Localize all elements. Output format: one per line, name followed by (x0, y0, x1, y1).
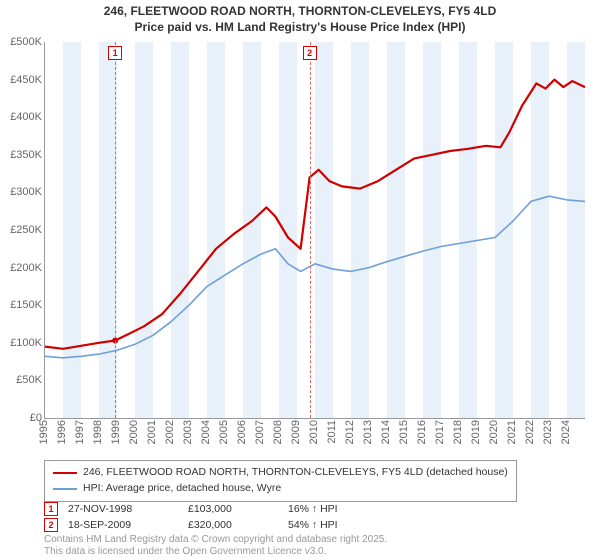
x-tick-label: 2005 (218, 420, 230, 444)
chart-plot-area (44, 42, 585, 419)
x-tick-label: 2014 (380, 420, 392, 444)
x-tick-label: 2011 (326, 420, 338, 444)
x-tick-label: 2002 (164, 420, 176, 444)
x-tick-label: 1995 (38, 420, 50, 444)
event-date: 18-SEP-2009 (68, 519, 188, 531)
legend-row-2: HPI: Average price, detached house, Wyre (53, 481, 508, 497)
footer-attribution: Contains HM Land Registry data © Crown c… (44, 534, 387, 558)
y-tick-label: £300K (0, 186, 42, 198)
event-marker: 1 (44, 502, 58, 516)
y-tick-label: £350K (0, 149, 42, 161)
event-pct: 16% ↑ HPI (288, 503, 388, 515)
x-tick-label: 2008 (272, 420, 284, 444)
x-tick-label: 1996 (56, 420, 68, 444)
x-tick-label: 2000 (128, 420, 140, 444)
event-row: 2 18-SEP-2009£320,00054% ↑ HPI (44, 518, 388, 532)
x-tick-label: 1997 (74, 420, 86, 444)
x-tick-label: 2018 (452, 420, 464, 444)
event-price: £320,000 (188, 519, 288, 531)
x-tick-label: 2012 (344, 420, 356, 444)
x-tick-label: 2001 (146, 420, 158, 444)
legend-row-1: 246, FLEETWOOD ROAD NORTH, THORNTON-CLEV… (53, 465, 508, 481)
x-tick-label: 2021 (506, 420, 518, 444)
series-line (45, 196, 585, 358)
legend-swatch-1 (53, 472, 77, 474)
x-tick-label: 2020 (488, 420, 500, 444)
series-line (45, 80, 585, 349)
chart-svg (45, 42, 585, 418)
event-vline (115, 42, 116, 418)
title-line-2: Price paid vs. HM Land Registry's House … (0, 20, 600, 36)
x-tick-label: 2017 (434, 420, 446, 444)
y-tick-label: £100K (0, 337, 42, 349)
event-marker: 1 (108, 46, 122, 60)
x-tick-label: 2024 (560, 420, 572, 444)
x-tick-label: 2003 (182, 420, 194, 444)
footer-line-2: This data is licensed under the Open Gov… (44, 546, 387, 558)
y-tick-label: £0 (0, 412, 42, 424)
x-tick-label: 2006 (236, 420, 248, 444)
y-tick-label: £150K (0, 299, 42, 311)
x-tick-label: 2015 (398, 420, 410, 444)
x-tick-label: 2023 (542, 420, 554, 444)
event-marker: 2 (44, 518, 58, 532)
event-pct: 54% ↑ HPI (288, 519, 388, 531)
x-tick-label: 2010 (308, 420, 320, 444)
title-line-1: 246, FLEETWOOD ROAD NORTH, THORNTON-CLEV… (0, 4, 600, 20)
x-tick-label: 2007 (254, 420, 266, 444)
event-price: £103,000 (188, 503, 288, 515)
event-marker: 2 (303, 46, 317, 60)
x-tick-label: 2016 (416, 420, 428, 444)
legend-label-1: 246, FLEETWOOD ROAD NORTH, THORNTON-CLEV… (83, 465, 508, 481)
y-tick-label: £400K (0, 111, 42, 123)
y-tick-label: £200K (0, 262, 42, 274)
x-tick-label: 2004 (200, 420, 212, 444)
legend-box: 246, FLEETWOOD ROAD NORTH, THORNTON-CLEV… (44, 460, 517, 502)
x-tick-label: 2019 (470, 420, 482, 444)
events-table: 1 27-NOV-1998£103,00016% ↑ HPI 2 18-SEP-200… (44, 502, 388, 534)
x-tick-label: 1999 (110, 420, 122, 444)
footer-line-1: Contains HM Land Registry data © Crown c… (44, 534, 387, 546)
event-row: 1 27-NOV-1998£103,00016% ↑ HPI (44, 502, 388, 516)
legend-label-2: HPI: Average price, detached house, Wyre (83, 481, 281, 497)
y-tick-label: £250K (0, 224, 42, 236)
x-tick-label: 2022 (524, 420, 536, 444)
x-tick-label: 2013 (362, 420, 374, 444)
x-tick-label: 1998 (92, 420, 104, 444)
chart-title: 246, FLEETWOOD ROAD NORTH, THORNTON-CLEV… (0, 0, 600, 35)
y-tick-label: £500K (0, 36, 42, 48)
event-vline (310, 42, 311, 418)
event-date: 27-NOV-1998 (68, 503, 188, 515)
x-tick-label: 2009 (290, 420, 302, 444)
y-tick-label: £50K (0, 374, 42, 386)
y-tick-label: £450K (0, 74, 42, 86)
legend-swatch-2 (53, 488, 77, 490)
